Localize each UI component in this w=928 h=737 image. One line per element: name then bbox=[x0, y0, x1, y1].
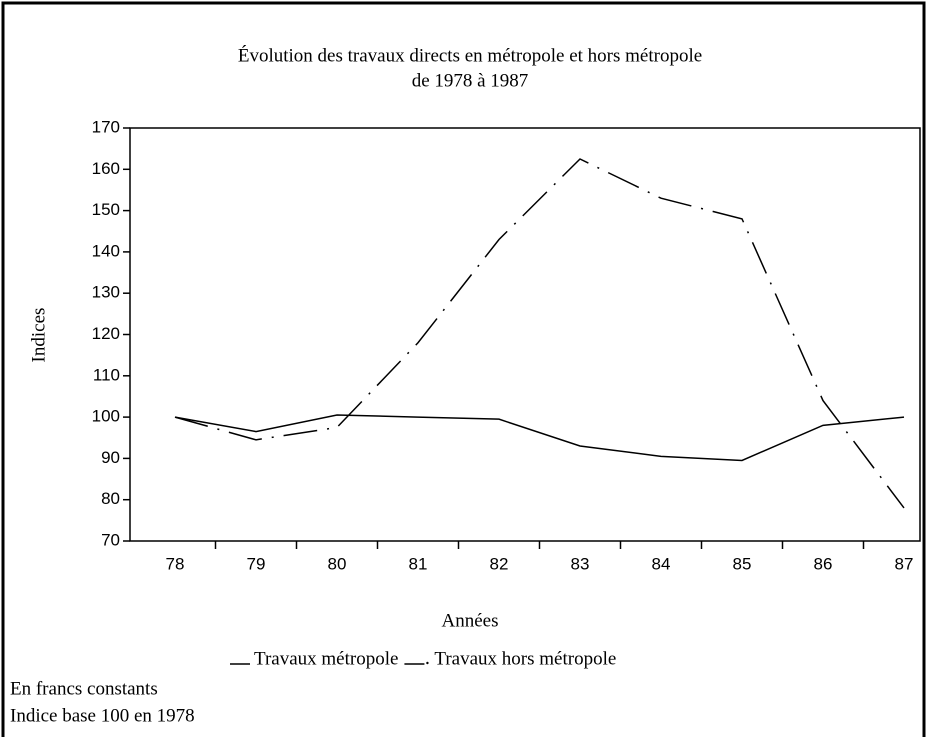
y-tick-label: 130 bbox=[92, 283, 120, 302]
y-tick-label: 90 bbox=[101, 448, 120, 467]
x-axis-label: Années bbox=[442, 610, 499, 631]
y-tick-label: 140 bbox=[92, 241, 120, 260]
series-line bbox=[174, 414, 905, 462]
x-tick-label: 83 bbox=[571, 554, 590, 573]
x-tick-label: 87 bbox=[895, 554, 914, 573]
x-tick-label: 78 bbox=[166, 554, 185, 573]
plot-area bbox=[129, 127, 921, 542]
x-tick-label: 79 bbox=[247, 554, 266, 573]
y-tick-label: 120 bbox=[92, 324, 120, 343]
y-tick-label: 160 bbox=[92, 159, 120, 178]
x-tick-label: 80 bbox=[328, 554, 347, 573]
series-line bbox=[174, 158, 905, 509]
x-tick-label: 84 bbox=[652, 554, 671, 573]
y-tick-label: 100 bbox=[92, 407, 120, 426]
y-tick-label: 70 bbox=[101, 530, 120, 549]
y-tick-label: 110 bbox=[93, 365, 120, 384]
x-tick-label: 81 bbox=[409, 554, 428, 573]
y-tick-label: 80 bbox=[101, 489, 120, 508]
y-axis-label: Indices bbox=[28, 308, 49, 363]
legend-label: Travaux hors métropole bbox=[434, 648, 616, 669]
legend-symbol-dot bbox=[426, 661, 429, 665]
x-tick-label: 82 bbox=[490, 554, 509, 573]
x-tick-label: 85 bbox=[733, 554, 752, 573]
x-tick-label: 86 bbox=[814, 554, 833, 573]
chart-subtitle: de 1978 à 1987 bbox=[412, 70, 529, 91]
chart-title: Évolution des travaux directs en métropo… bbox=[238, 44, 702, 66]
y-tick-label: 150 bbox=[92, 200, 120, 219]
note: En francs constants bbox=[10, 678, 158, 699]
note: Indice base 100 en 1978 bbox=[10, 705, 195, 726]
legend-label: Travaux métropole bbox=[254, 648, 398, 669]
y-tick-label: 170 bbox=[92, 117, 120, 136]
